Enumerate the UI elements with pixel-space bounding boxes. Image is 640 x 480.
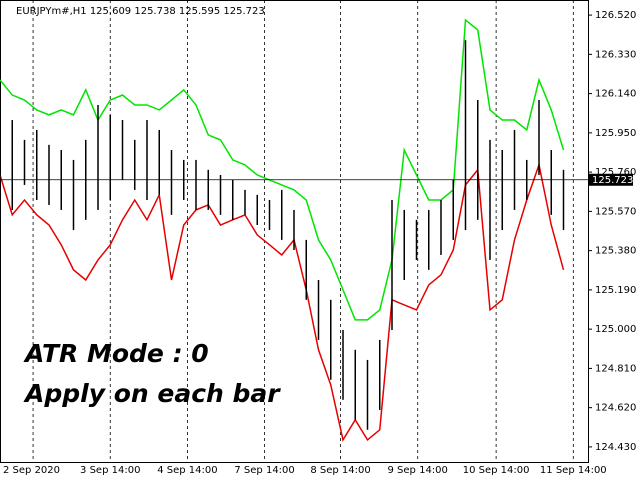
y-tick-label: 125.380	[595, 246, 636, 257]
y-tick-label: 124.620	[595, 403, 636, 414]
y-tick-label: 124.810	[595, 363, 636, 374]
chart-header: EURJPYm#,H1 125.609 125.738 125.595 125.…	[16, 6, 265, 17]
y-tick-label: 125.190	[595, 285, 636, 296]
x-tick-label: 7 Sep 14:00	[234, 465, 294, 476]
y-tick-label: 124.430	[595, 442, 636, 453]
annotation: ATR Mode : 0	[23, 339, 209, 368]
y-tick-label: 125.570	[595, 206, 636, 217]
y-tick-label: 126.520	[595, 10, 636, 21]
annotation: Apply on each bar	[23, 379, 281, 408]
x-tick-label: 9 Sep 14:00	[388, 465, 448, 476]
y-tick-label: 125.760	[595, 167, 636, 178]
x-tick-label: 2 Sep 2020	[3, 465, 60, 476]
x-tick-label: 8 Sep 14:00	[310, 465, 370, 476]
x-tick-label: 4 Sep 14:00	[157, 465, 217, 476]
upper-band	[0, 18, 565, 321]
x-tick-label: 11 Sep 14:00	[540, 465, 607, 476]
plot-frame	[0, 0, 589, 463]
y-tick-label: 126.140	[595, 89, 636, 100]
y-tick-label: 125.000	[595, 324, 636, 335]
y-tick-label: 125.950	[595, 128, 636, 139]
last-price-box	[589, 173, 633, 186]
last-price-label: 125.723	[592, 175, 633, 186]
x-tick-label: 10 Sep 14:00	[463, 465, 530, 476]
x-tick-label: 3 Sep 14:00	[80, 465, 140, 476]
y-tick-label: 126.330	[595, 49, 636, 60]
